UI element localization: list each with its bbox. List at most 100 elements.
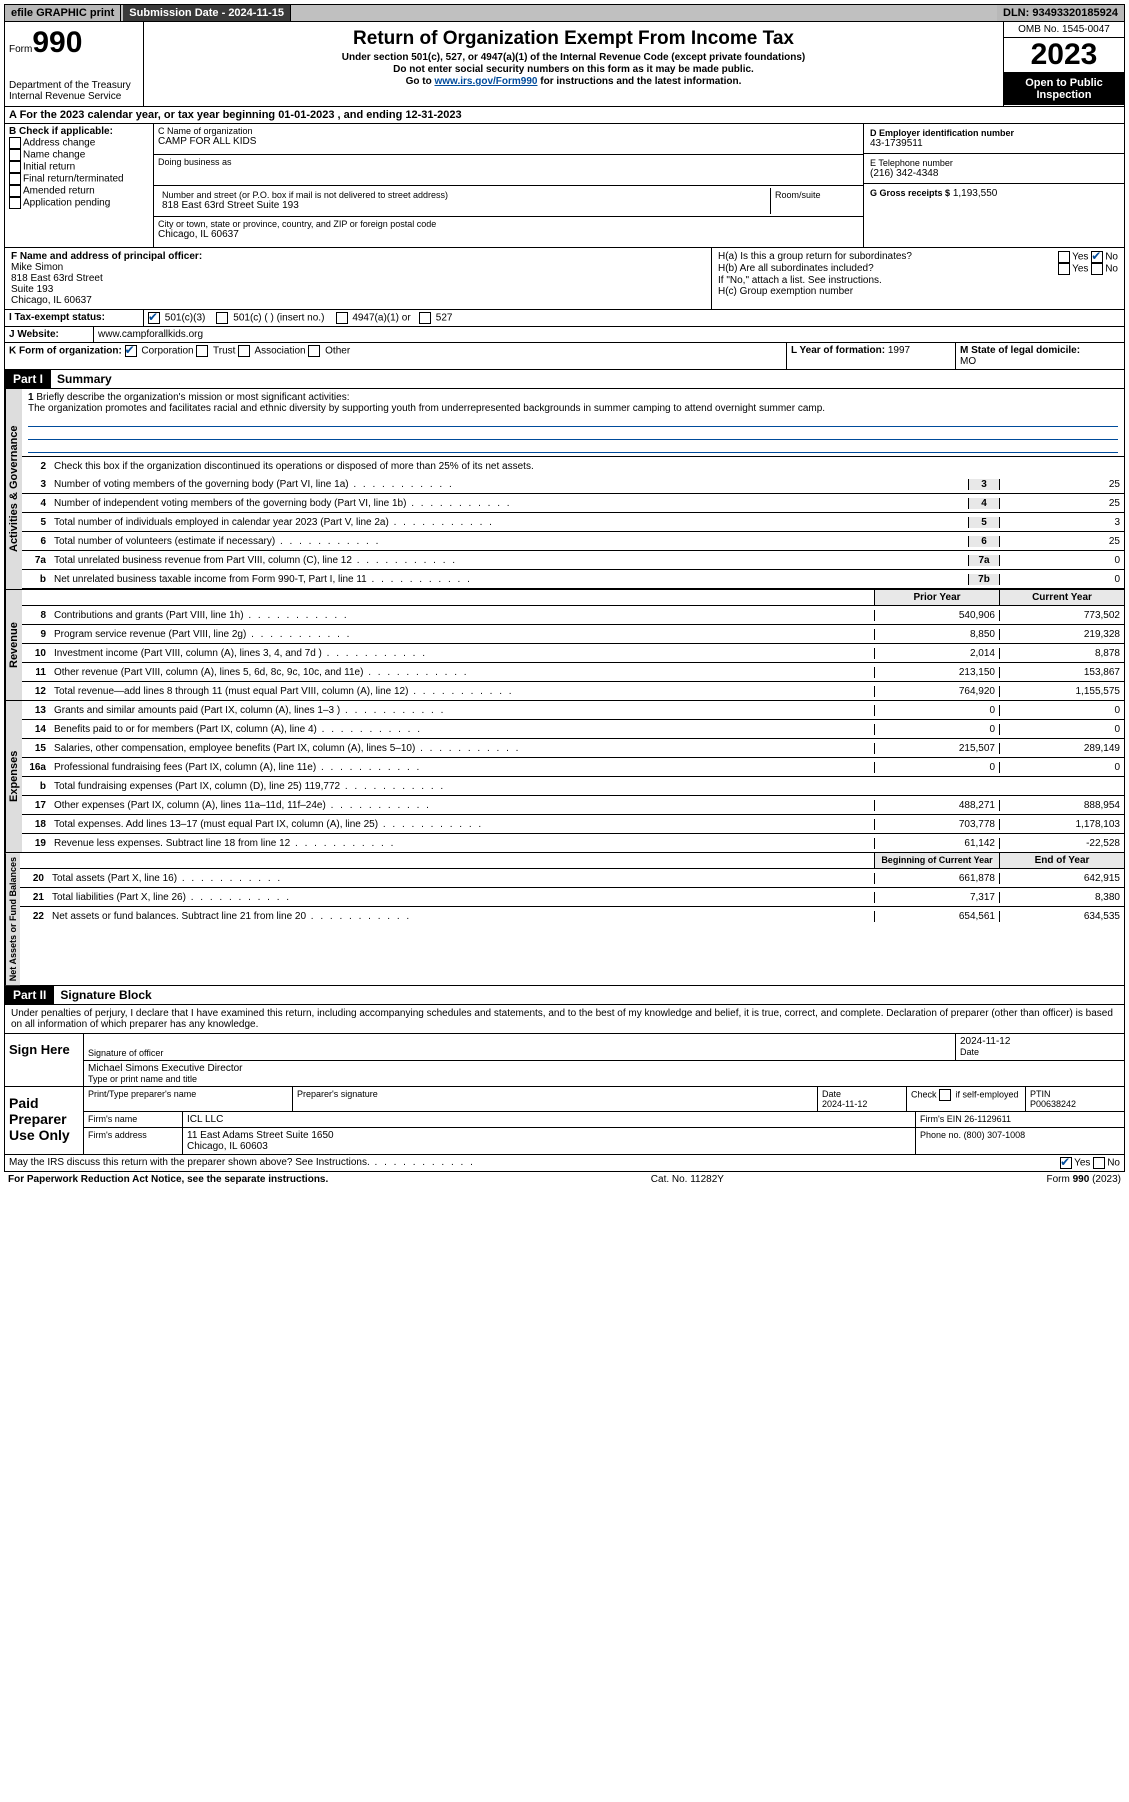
- paid-preparer-section: Paid Preparer Use Only Print/Type prepar…: [4, 1087, 1125, 1155]
- part2-title: Signature Block: [54, 986, 157, 1004]
- dept-label: Department of the TreasuryInternal Reven…: [9, 80, 139, 102]
- prep-date: 2024-11-12: [822, 1099, 867, 1109]
- chk-hb-no[interactable]: [1091, 263, 1103, 275]
- prep-sig-label: Preparer's signature: [293, 1087, 818, 1111]
- f-label: F Name and address of principal officer:: [11, 251, 705, 262]
- officer-printed: Michael Simons Executive Director: [88, 1063, 1120, 1074]
- line1-label: Briefly describe the organization's miss…: [36, 392, 349, 403]
- check-self-emp: Check if self-employed: [907, 1087, 1026, 1111]
- open-public: Open to Public Inspection: [1004, 73, 1124, 105]
- f-officer: F Name and address of principal officer:…: [5, 248, 712, 309]
- part2-badge: Part II: [5, 986, 54, 1004]
- ptin-label: PTIN: [1030, 1089, 1051, 1099]
- dba-label: Doing business as: [158, 157, 859, 167]
- table-row: 12Total revenue—add lines 8 through 11 (…: [22, 682, 1124, 700]
- ha-label: H(a) Is this a group return for subordin…: [718, 251, 912, 263]
- top-bar: efile GRAPHIC print Submission Date - 20…: [4, 4, 1125, 22]
- firm-ein-label: Firm's EIN: [920, 1114, 962, 1124]
- line-a: A For the 2023 calendar year, or tax yea…: [4, 107, 1125, 124]
- addr-label: Number and street (or P.O. box if mail i…: [162, 190, 766, 200]
- ein-value: 43-1739511: [870, 138, 1118, 149]
- col-d: D Employer identification number 43-1739…: [863, 124, 1124, 247]
- chk-app-pending[interactable]: [9, 197, 21, 209]
- chk-501c3[interactable]: [148, 312, 160, 324]
- part1-title: Summary: [51, 370, 118, 388]
- table-row: 9Program service revenue (Part VIII, lin…: [22, 625, 1124, 644]
- org-city: Chicago, IL 60637: [158, 229, 859, 240]
- table-row: 14Benefits paid to or for members (Part …: [22, 720, 1124, 739]
- prior-year-hdr: Prior Year: [874, 590, 999, 605]
- dln: DLN: 93493320185924: [997, 5, 1124, 21]
- chk-hb-yes[interactable]: [1058, 263, 1070, 275]
- col-c-org: C Name of organization CAMP FOR ALL KIDS…: [154, 124, 863, 247]
- chk-self-emp[interactable]: [939, 1089, 951, 1101]
- k-label: K Form of organization:: [9, 346, 122, 357]
- col-b-checkboxes: B Check if applicable: Address change Na…: [5, 124, 154, 247]
- chk-ha-yes[interactable]: [1058, 251, 1070, 263]
- m-value: MO: [960, 356, 976, 367]
- city-label: City or town, state or province, country…: [158, 219, 859, 229]
- bottom-line: For Paperwork Reduction Act Notice, see …: [4, 1172, 1125, 1187]
- chk-assoc[interactable]: [238, 345, 250, 357]
- table-row: 11Other revenue (Part VIII, column (A), …: [22, 663, 1124, 682]
- chk-discuss-yes[interactable]: [1060, 1157, 1072, 1169]
- row-klm: K Form of organization: Corporation Trus…: [4, 343, 1125, 370]
- phone-label: Phone no.: [920, 1130, 961, 1140]
- chk-4947[interactable]: [336, 312, 348, 324]
- m-label: M State of legal domicile:: [960, 345, 1080, 356]
- chk-initial[interactable]: [9, 161, 21, 173]
- prep-name-label: Print/Type preparer's name: [84, 1087, 293, 1111]
- irs-link[interactable]: www.irs.gov/Form990: [434, 76, 537, 87]
- ptin-value: P00638242: [1030, 1099, 1076, 1109]
- officer-addr2: Suite 193: [11, 284, 705, 295]
- revenue-section: Revenue Prior YearCurrent Year 8Contribu…: [4, 589, 1125, 700]
- form-header: Form990 Department of the TreasuryIntern…: [4, 22, 1125, 107]
- netassets-section: Net Assets or Fund Balances Beginning of…: [4, 852, 1125, 986]
- sig-officer-label: Signature of officer: [88, 1048, 951, 1058]
- efile-label: efile GRAPHIC print: [5, 5, 121, 21]
- line2: Check this box if the organization disco…: [50, 460, 1124, 473]
- sign-date-label: Date: [960, 1047, 1120, 1057]
- cat-no: Cat. No. 11282Y: [651, 1174, 724, 1185]
- hb-label: H(b) Are all subordinates included?: [718, 263, 874, 275]
- gross-label: G Gross receipts $: [870, 188, 950, 198]
- chk-discuss-no[interactable]: [1093, 1157, 1105, 1169]
- chk-address-change[interactable]: [9, 137, 21, 149]
- table-row: 19Revenue less expenses. Subtract line 1…: [22, 834, 1124, 852]
- chk-ha-no[interactable]: [1091, 251, 1103, 263]
- gross-value: 1,193,550: [953, 188, 998, 199]
- omb-number: OMB No. 1545-0047: [1004, 22, 1124, 38]
- tel-value: (216) 342-4348: [870, 168, 1118, 179]
- tel-label: E Telephone number: [870, 158, 1118, 168]
- chk-other[interactable]: [308, 345, 320, 357]
- title-box: Return of Organization Exempt From Incom…: [144, 22, 1003, 106]
- org-name: CAMP FOR ALL KIDS: [158, 136, 859, 147]
- paid-label: Paid Preparer Use Only: [5, 1087, 84, 1154]
- table-row: 18Total expenses. Add lines 13–17 (must …: [22, 815, 1124, 834]
- chk-final[interactable]: [9, 173, 21, 185]
- officer-name: Mike Simon: [11, 262, 705, 273]
- gov-line: bNet unrelated business taxable income f…: [22, 570, 1124, 589]
- l-label: L Year of formation:: [791, 345, 888, 356]
- website-value: www.campforallkids.org: [94, 327, 1124, 342]
- chk-trust[interactable]: [196, 345, 208, 357]
- beg-year-hdr: Beginning of Current Year: [874, 853, 999, 868]
- firm-ein-value: 26-1129611: [964, 1114, 1011, 1124]
- form-word: Form: [9, 44, 32, 55]
- chk-amended[interactable]: [9, 185, 21, 197]
- revenue-label: Revenue: [5, 590, 22, 700]
- form-990: 990: [32, 26, 82, 59]
- chk-527[interactable]: [419, 312, 431, 324]
- governance-section: Activities & Governance 1 Briefly descri…: [4, 389, 1125, 589]
- part1-badge: Part I: [5, 370, 51, 388]
- chk-501c[interactable]: [216, 312, 228, 324]
- gov-line: 6Total number of volunteers (estimate if…: [22, 532, 1124, 551]
- chk-corp[interactable]: [125, 345, 137, 357]
- firm-addr-value: 11 East Adams Street Suite 1650: [187, 1130, 911, 1141]
- end-year-hdr: End of Year: [999, 853, 1124, 868]
- declaration: Under penalties of perjury, I declare th…: [4, 1005, 1125, 1034]
- firm-addr-label: Firm's address: [84, 1128, 183, 1154]
- firm-name-label: Firm's name: [84, 1112, 183, 1127]
- chk-name-change[interactable]: [9, 149, 21, 161]
- discuss-label: May the IRS discuss this return with the…: [9, 1157, 370, 1168]
